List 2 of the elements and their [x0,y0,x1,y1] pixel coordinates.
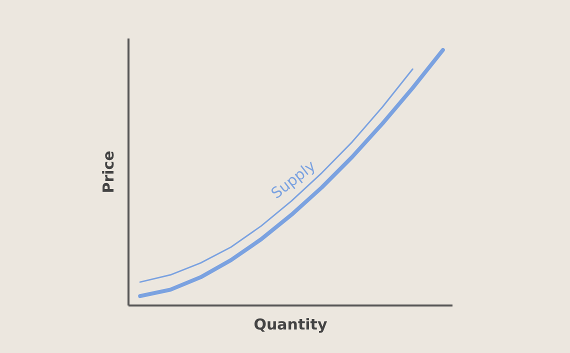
y-axis-title: Price [100,150,118,194]
x-axis-title: Quantity [254,316,328,334]
